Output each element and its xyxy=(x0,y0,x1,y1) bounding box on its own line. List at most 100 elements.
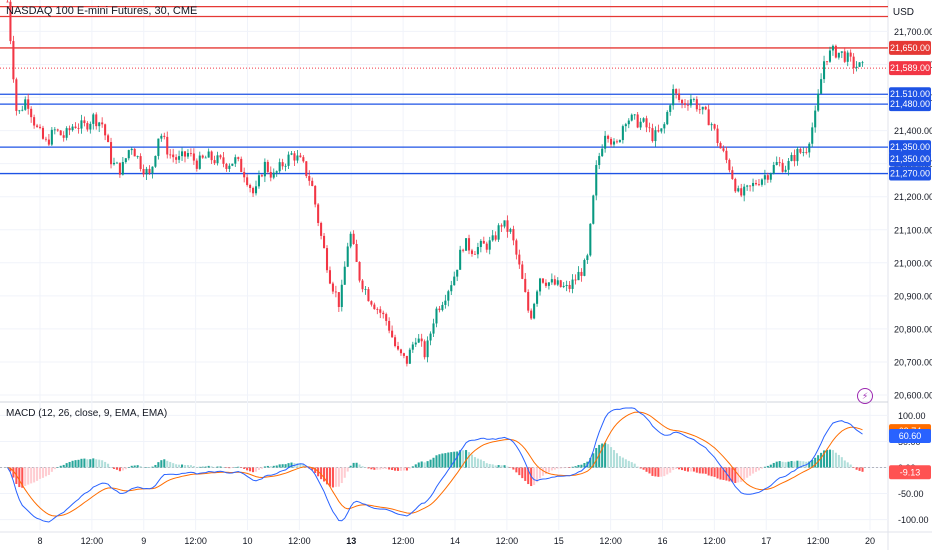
candle-body xyxy=(331,283,334,292)
candle-body xyxy=(399,349,403,354)
candle-body xyxy=(33,117,36,126)
macd-histogram-bar xyxy=(201,466,204,468)
price-tick-label: 20,600.00 xyxy=(894,391,932,401)
candle-body xyxy=(802,152,805,153)
macd-histogram-bar xyxy=(565,467,568,468)
macd-histogram-bar xyxy=(92,458,95,468)
macd-histogram-bar xyxy=(636,466,639,468)
candle-body xyxy=(198,155,201,169)
time-tick-label: 12:00 xyxy=(807,536,830,546)
candle-body xyxy=(21,109,24,111)
candle-body xyxy=(275,171,278,173)
time-tick-label: 17 xyxy=(761,536,771,546)
candle-body xyxy=(337,292,340,307)
macd-pane xyxy=(0,407,888,523)
macd-histogram-bar xyxy=(151,466,154,468)
candle-body xyxy=(157,138,160,156)
candle-body xyxy=(124,158,127,163)
macd-histogram-bar xyxy=(243,467,246,469)
macd-histogram-bar xyxy=(435,455,438,468)
candle-body xyxy=(506,220,509,232)
lightning-icon[interactable]: ⚡ xyxy=(857,388,873,404)
macd-histogram-bar xyxy=(793,461,796,468)
macd-histogram-bar xyxy=(695,467,698,473)
macd-histogram-bar xyxy=(778,461,781,468)
candle-body xyxy=(663,124,666,129)
candle-body xyxy=(799,148,802,153)
candle-body xyxy=(15,79,18,111)
macd-histogram-bar xyxy=(497,465,500,468)
macd-histogram-bar xyxy=(837,454,840,468)
candle-body xyxy=(695,99,698,110)
macd-histogram-bar xyxy=(30,467,33,484)
candle-body xyxy=(420,338,423,342)
candle-body xyxy=(216,155,219,164)
macd-histogram-bar xyxy=(734,467,737,484)
candle-body xyxy=(405,355,408,364)
macd-histogram-bar xyxy=(518,467,521,476)
candle-body xyxy=(308,176,311,181)
candle-body xyxy=(831,45,834,51)
candle-body xyxy=(473,253,476,255)
candle-body xyxy=(607,135,610,139)
time-tick-label: 8 xyxy=(37,536,42,546)
macd-histogram-bar xyxy=(651,467,654,476)
candle-body xyxy=(482,240,485,244)
candle-body xyxy=(527,291,530,311)
candle-body xyxy=(624,124,627,127)
candle-body xyxy=(195,160,198,169)
macd-tick-label: -50.00 xyxy=(898,489,924,499)
macd-histogram-bar xyxy=(766,465,769,468)
candle-body xyxy=(592,195,595,224)
macd-histogram-bar xyxy=(204,466,207,468)
macd-histogram-bar xyxy=(533,467,536,485)
macd-histogram-bar xyxy=(707,467,710,476)
candle-body xyxy=(391,330,394,338)
price-tick-label: 20,800.00 xyxy=(894,324,932,334)
macd-histogram-bar xyxy=(263,466,266,468)
macd-histogram-bar xyxy=(266,465,269,468)
macd-histogram-bar xyxy=(118,467,121,472)
macd-histogram-bar xyxy=(334,467,337,487)
candle-body xyxy=(314,185,317,205)
candle-body xyxy=(121,162,124,175)
time-tick-label: 12:00 xyxy=(392,536,415,546)
candle-body xyxy=(172,154,175,158)
candle-body xyxy=(787,160,790,170)
macd-histogram-bar xyxy=(417,462,420,468)
macd-histogram-bar xyxy=(580,464,583,468)
macd-histogram-bar xyxy=(823,450,826,468)
macd-title: MACD (12, 26, close, 9, EMA, EMA) xyxy=(6,408,168,419)
macd-macd-label: 60.60 xyxy=(899,431,922,441)
macd-histogram-bar xyxy=(148,467,151,468)
candle-body xyxy=(515,240,518,255)
candle-body xyxy=(213,160,216,164)
candle-body xyxy=(462,249,465,251)
macd-histogram-bar xyxy=(213,466,216,468)
candle-body xyxy=(231,163,234,166)
macd-histogram-bar xyxy=(663,467,666,477)
level-tag-label: 21,510.00 xyxy=(890,89,930,99)
macd-histogram-bar xyxy=(24,467,27,486)
macd-histogram-bar xyxy=(36,467,39,481)
macd-histogram-bar xyxy=(328,467,332,487)
macd-histogram-bar xyxy=(760,467,763,469)
time-tick-label: 15 xyxy=(554,536,564,546)
macd-histogram-bar xyxy=(825,449,829,468)
candle-body xyxy=(651,128,654,142)
candle-body xyxy=(118,162,121,175)
last-price-label: 21,589.00 xyxy=(890,63,930,73)
macd-histogram-bar xyxy=(459,450,462,468)
macd-histogram-bar xyxy=(21,467,24,488)
candle-body xyxy=(817,93,820,111)
macd-histogram-bar xyxy=(846,462,849,468)
macd-histogram-bar xyxy=(784,462,787,468)
candle-body xyxy=(311,180,314,186)
candle-body xyxy=(500,225,503,227)
level-tag-label: 21,650.00 xyxy=(890,43,930,53)
candle-body xyxy=(784,169,787,172)
candle-body xyxy=(169,154,172,156)
macd-histogram-bar xyxy=(385,467,388,469)
